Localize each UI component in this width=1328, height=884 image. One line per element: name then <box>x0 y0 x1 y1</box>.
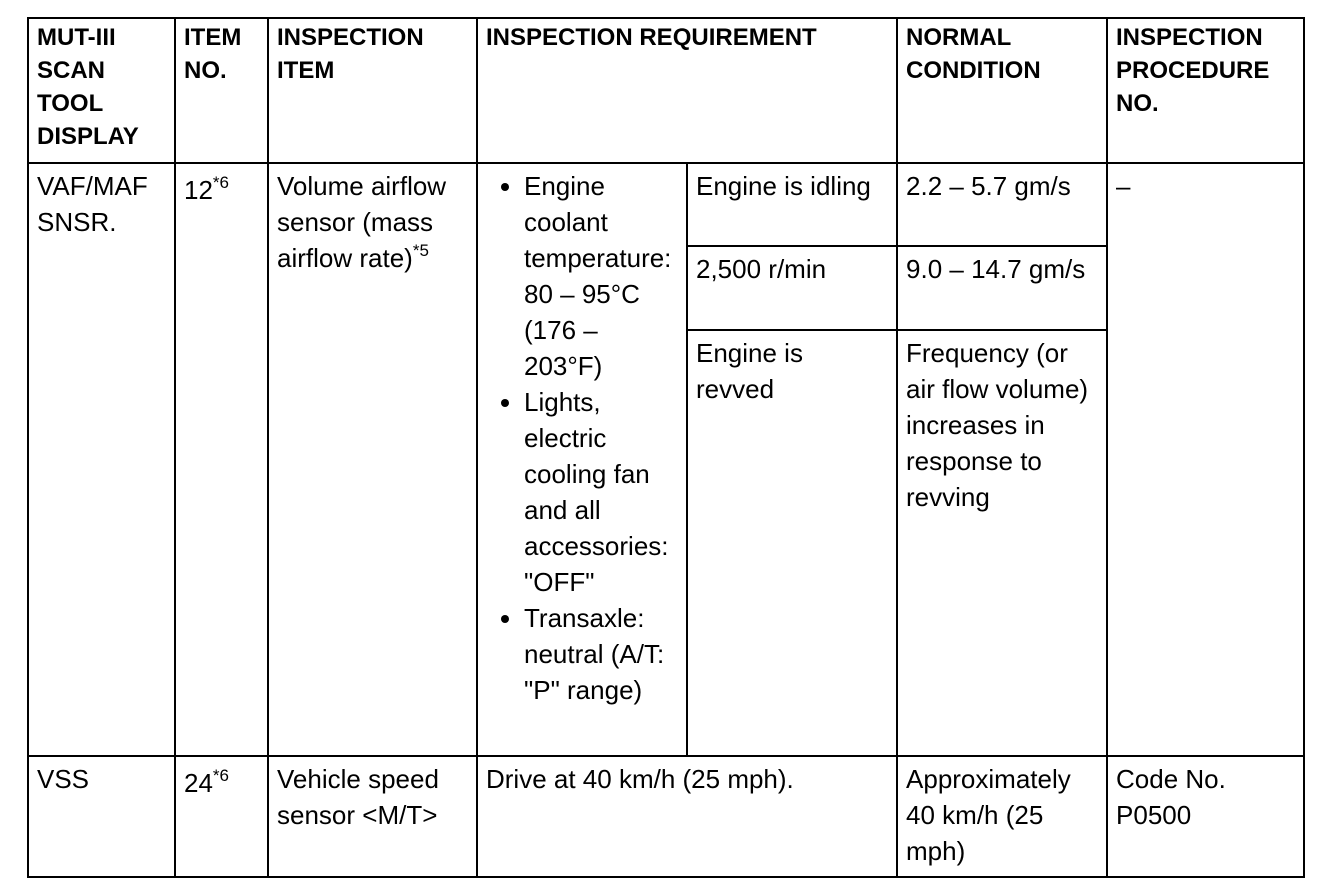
header-cell: ITEM NO. <box>174 17 269 164</box>
condition-cell: Engine is revved <box>685 329 899 757</box>
note: *6 <box>212 173 229 192</box>
normal-cell: 2.2 – 5.7 gm/s <box>896 162 1109 247</box>
normal-cell: Frequency (or air flow volume) increases… <box>896 329 1109 757</box>
item-cell: Volume airflow sensor (mass airflow rate… <box>267 162 478 757</box>
note: *6 <box>212 766 229 785</box>
row: 2,500 r/min 9.0 – 14.7 gm/s <box>28 245 1304 331</box>
requirement: Lights, electric cooling fan and all acc… <box>524 384 678 600</box>
item-no-cell: 24*6 <box>174 755 269 878</box>
procedure-cell: Code No. P0500 <box>1106 755 1306 878</box>
header-cell: NORMAL CONDITION <box>896 17 1109 164</box>
display-cell: VSS <box>27 755 176 878</box>
item-cell: Vehicle speed sensor <M/T> <box>267 755 478 878</box>
item-no-cell: 12*6 <box>174 162 269 757</box>
header-cell: INSPECTION PROCEDURE NO. <box>1106 17 1306 164</box>
item: Volume airflow sensor (mass airflow rate… <box>277 171 447 273</box>
procedure-cell: – <box>1106 162 1306 757</box>
row: VAF/MAF SNSR. 12*6 Volume airflow sensor… <box>27 162 1306 757</box>
requirement: Transaxle: neutral (A/T: "P" range) <box>524 600 678 708</box>
header-cell: INSPECTION ITEM <box>267 17 478 164</box>
item-no: 24 <box>184 768 213 798</box>
requirement-list: Engine coolant temperature: 80 – 95°C (1… <box>484 168 678 708</box>
condition-cell: Engine is idling <box>685 162 899 247</box>
condition-cell: 2,500 r/min <box>685 245 899 331</box>
inspection-table: MUT-III SCAN TOOL DISPLAY ITEM NO. INSPE… <box>27 17 1306 878</box>
requirement-cell: Engine coolant temperature: 80 – 95°C (1… <box>476 162 688 757</box>
display-cell: VAF/MAF SNSR. <box>27 162 176 757</box>
item-no: 12 <box>184 175 213 205</box>
normal-cell: Approximately 40 km/h (25 mph) <box>896 755 1109 878</box>
requirement: Engine coolant temperature: 80 – 95°C (1… <box>524 168 678 384</box>
header-row: MUT-III SCAN TOOL DISPLAY ITEM NO. INSPE… <box>27 17 1306 164</box>
header-cell: MUT-III SCAN TOOL DISPLAY <box>27 17 176 164</box>
row: Engine is revved Frequency (or air flow … <box>28 329 1304 757</box>
requirement-cell: Drive at 40 km/h (25 mph). <box>475 755 899 878</box>
note: *5 <box>412 241 429 260</box>
header-cell: INSPECTION REQUIREMENT <box>475 17 899 164</box>
normal-cell: 9.0 – 14.7 gm/s <box>896 245 1109 331</box>
row: VSS 24*6 Vehicle speed sensor <M/T> Driv… <box>27 755 1306 878</box>
